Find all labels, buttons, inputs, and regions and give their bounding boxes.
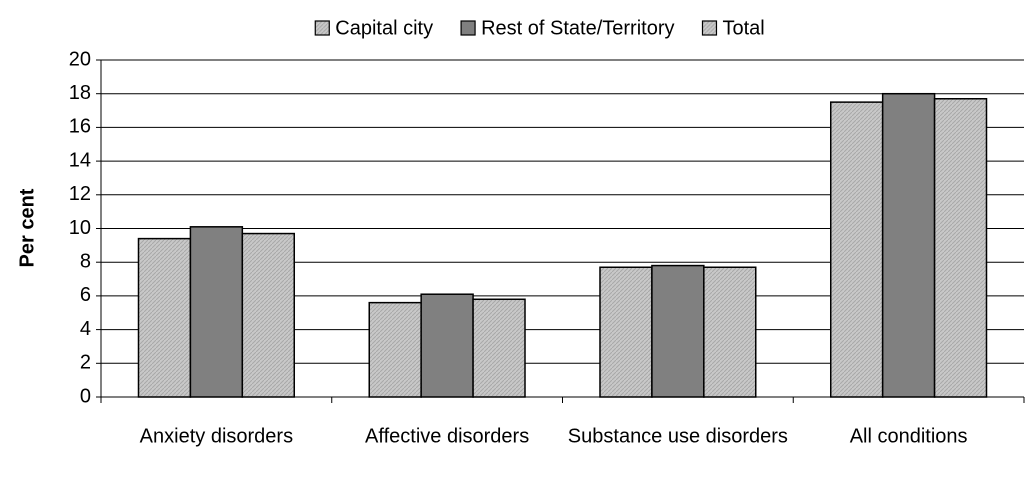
legend-label: Total [722,17,764,39]
bar [189,226,244,398]
bar [829,101,884,398]
x-tick-label: All conditions [850,425,968,447]
bar [368,301,422,398]
y-tick-label: 18 [69,82,91,104]
bar [241,232,296,398]
legend-swatch [460,20,476,36]
y-tick-label: 16 [69,116,91,138]
legend-label: Capital city [335,17,433,39]
legend-item: Total [701,17,765,39]
y-tick-label: 4 [80,318,91,340]
y-tick-label: 20 [69,48,91,70]
bar [599,266,653,398]
bar [472,298,526,398]
x-tick-label: Anxiety disorders [140,425,293,447]
legend-item: Rest of State/Territory [460,17,674,39]
y-tick-label: 10 [69,217,91,239]
bar [420,293,474,398]
bar [881,92,936,398]
y-tick-label: 12 [69,183,91,205]
bar [137,237,192,398]
bar [933,98,988,398]
legend-label: Rest of State/Territory [481,17,674,39]
y-axis-label: Per cent [16,188,38,267]
y-tick-label: 14 [69,149,91,171]
x-tick-label: Substance use disorders [568,425,788,447]
y-tick-label: 8 [80,250,91,272]
legend-swatch [701,20,718,36]
bar [651,264,705,398]
legend-swatch [314,20,330,36]
y-tick-label: 0 [80,385,91,407]
y-tick-label: 2 [80,352,91,374]
x-tick-label: Affective disorders [365,425,529,447]
y-tick-label: 6 [80,284,91,306]
bar [703,266,757,398]
legend-item: Capital city [314,17,433,39]
